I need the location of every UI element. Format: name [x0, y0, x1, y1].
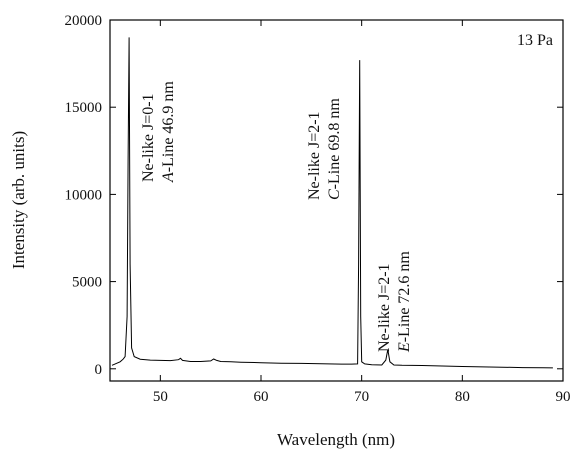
spectrum-series-line — [111, 37, 553, 369]
plot-frame — [109, 19, 564, 382]
annotation-c-line-title: Ne-like J=2-1 — [306, 111, 323, 200]
annotation-a-line-label: A-Line 46.9 nm — [160, 81, 177, 183]
annotation-c-line-label: C-Line 69.8 nm — [326, 98, 343, 200]
annotation-c-line: Ne-like J=2-1 C-Line 69.8 nm — [306, 98, 343, 200]
annotation-c-text: -Line 69.8 nm — [326, 98, 343, 190]
annotation-e-line: Ne-like J=2-1 E-Line 72.6 nm — [376, 251, 413, 353]
annotation-e-letter: E — [396, 342, 413, 353]
y-tick-label: 15000 — [65, 100, 103, 116]
annotation-a-text: -Line 46.9 nm — [160, 81, 177, 173]
annotation-e-text: -Line 72.6 nm — [396, 251, 413, 343]
x-tick-label: 80 — [455, 389, 470, 405]
x-axis-ticks: 50 60 70 80 90 — [153, 20, 571, 405]
y-axis-label: Intensity (arb. units) — [9, 131, 28, 269]
y-tick-label: 5000 — [72, 275, 102, 291]
pressure-label: 13 Pa — [517, 32, 553, 49]
annotation-e-line-title: Ne-like J=2-1 — [376, 263, 393, 352]
y-tick-label: 20000 — [65, 13, 103, 29]
annotation-c-letter: C — [326, 189, 343, 200]
x-axis-label: Wavelength (nm) — [277, 430, 395, 449]
y-tick-label: 0 — [95, 362, 103, 378]
annotation-a-line: Ne-like J=0-1 A-Line 46.9 nm — [140, 81, 177, 183]
x-tick-label: 60 — [254, 389, 269, 405]
annotation-a-letter: A — [160, 172, 177, 183]
y-axis-ticks: 0 5000 10000 15000 20000 — [65, 13, 563, 378]
y-tick-label: 10000 — [65, 187, 103, 203]
annotation-e-line-label: E-Line 72.6 nm — [396, 251, 413, 353]
x-tick-label: 90 — [556, 389, 571, 405]
x-tick-label: 70 — [354, 389, 369, 405]
x-tick-label: 50 — [153, 389, 168, 405]
annotation-a-line-title: Ne-like J=0-1 — [140, 93, 157, 182]
